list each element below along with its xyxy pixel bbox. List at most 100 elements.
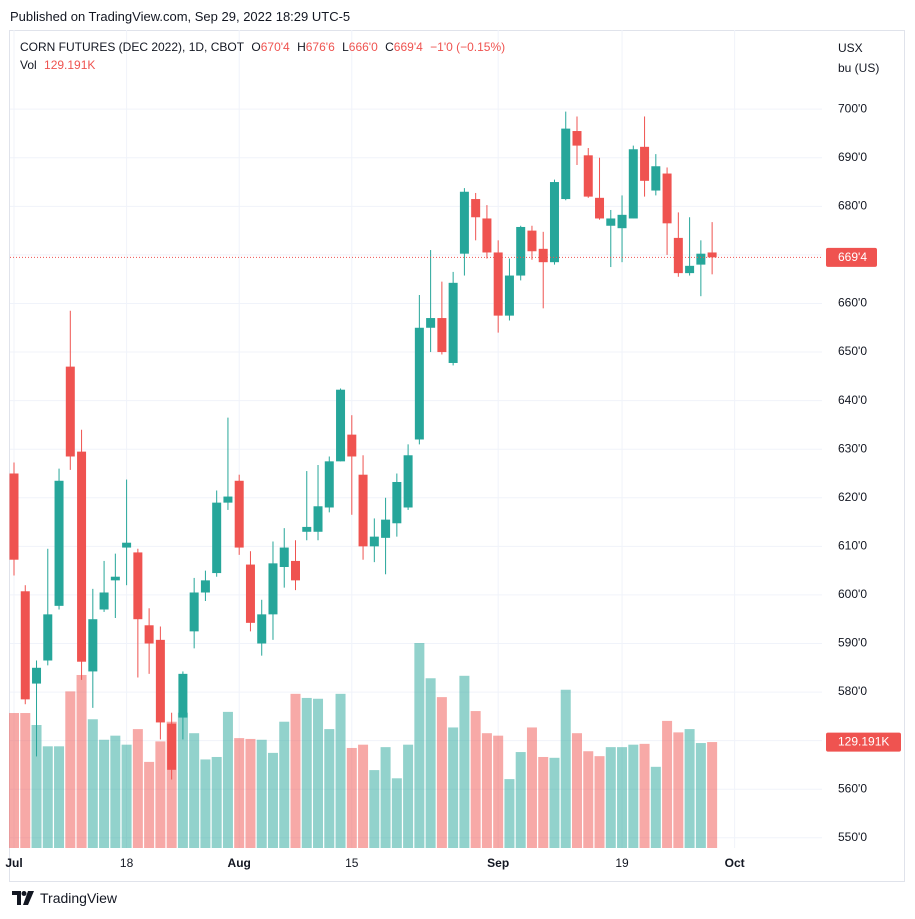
volume-pane	[9, 643, 718, 848]
volume-bar	[448, 727, 459, 848]
volume-bar	[335, 693, 346, 848]
volume-bar	[481, 733, 492, 848]
price-units: USX bu (US)	[838, 38, 879, 78]
close-label: C	[385, 40, 394, 54]
candle-body	[155, 639, 165, 723]
volume-bar	[695, 743, 706, 848]
volume-bar	[155, 741, 166, 848]
low-value: 666'0	[348, 40, 378, 54]
candle-body	[685, 265, 695, 274]
candle-body	[381, 519, 391, 538]
volume-bar	[144, 761, 155, 848]
high-value: 676'6	[305, 40, 335, 54]
candle-body	[324, 461, 334, 508]
candle-body	[617, 214, 627, 229]
volume-bar	[605, 747, 616, 848]
candle-body	[268, 563, 278, 615]
volume-bar	[673, 732, 684, 848]
volume-bar	[414, 643, 425, 848]
x-tick-label: 19	[615, 856, 629, 870]
price-pane	[9, 111, 822, 780]
candle-body	[43, 614, 53, 661]
volume-bar	[470, 711, 481, 848]
volume-bar	[639, 743, 650, 848]
last-volume-label: 129.191K	[838, 735, 889, 749]
candle-body	[234, 480, 244, 548]
y-tick-label: 600'0	[838, 587, 867, 601]
candle-body	[482, 218, 492, 253]
candle-body	[358, 474, 368, 547]
candle-body	[313, 506, 323, 532]
candle-body	[65, 366, 75, 457]
low-label: L	[342, 40, 349, 54]
candle-body	[257, 614, 267, 644]
candle-body	[595, 197, 605, 219]
candle-body	[178, 673, 188, 718]
candle-body	[459, 191, 469, 254]
volume-bar	[583, 751, 594, 848]
published-note: Published on TradingView.com, Sep 29, 20…	[10, 9, 351, 24]
candle-body	[144, 625, 154, 644]
x-tick-label: 18	[120, 856, 134, 870]
volume-bar	[279, 721, 290, 848]
volume-bar	[560, 689, 571, 848]
candle-body	[336, 389, 346, 462]
last-volume-box	[826, 732, 901, 752]
candle-body	[572, 131, 582, 146]
y-tick-label: 700'0	[838, 101, 867, 115]
chart-frame	[9, 30, 905, 882]
y-tick-label: 610'0	[838, 539, 867, 553]
y-tick-label: 690'0	[838, 150, 867, 164]
candle-body	[133, 552, 143, 620]
volume-bar	[189, 733, 200, 848]
y-tick-label: 620'0	[838, 490, 867, 504]
candle-body	[414, 327, 424, 440]
open-label: O	[251, 40, 261, 54]
volume-bar	[267, 752, 278, 848]
candle-body	[437, 318, 447, 353]
y-tick-label: 650'0	[838, 344, 867, 358]
volume-bar	[54, 746, 65, 848]
candle-body	[369, 536, 379, 547]
volume-bar	[20, 713, 31, 848]
legend: CORN FUTURES (DEC 2022), 1D, CBOT O670'4…	[20, 38, 509, 74]
volume-bar	[290, 693, 301, 848]
volume-bar	[594, 756, 605, 848]
volume-bar	[110, 735, 121, 848]
volume-bar	[403, 744, 414, 848]
candle-body	[707, 252, 717, 258]
volume-bar	[380, 747, 391, 848]
candle-body	[279, 547, 289, 567]
volume-bar	[684, 729, 695, 848]
candle-body	[302, 526, 312, 532]
volume-bar	[234, 738, 245, 848]
x-tick-label: Jul	[5, 856, 22, 870]
y-tick-label: 630'0	[838, 441, 867, 455]
volume-bar	[549, 757, 560, 848]
candle-body	[696, 253, 706, 265]
volume-bar	[628, 744, 639, 848]
volume-bar	[538, 756, 549, 848]
candle-body	[167, 723, 177, 770]
volume-bar	[31, 725, 42, 848]
last-price-box	[826, 247, 877, 267]
volume-bar	[526, 727, 537, 848]
footer: TradingView	[12, 890, 117, 906]
candle-body	[640, 146, 650, 181]
candle-body	[493, 252, 503, 316]
candle-body	[20, 591, 30, 700]
volume-bar	[391, 778, 402, 848]
x-tick-label: Sep	[487, 856, 509, 870]
candle-body	[122, 542, 132, 548]
grid	[10, 30, 822, 848]
volume-bar	[211, 756, 222, 848]
candle-body	[110, 576, 120, 581]
volume-row: Vol 129.191K	[20, 56, 509, 74]
candle-body	[99, 592, 109, 610]
volume-bar	[121, 744, 132, 848]
open-value: 670'4	[260, 40, 290, 54]
volume-bar	[313, 698, 324, 848]
volume-bar	[436, 697, 447, 848]
